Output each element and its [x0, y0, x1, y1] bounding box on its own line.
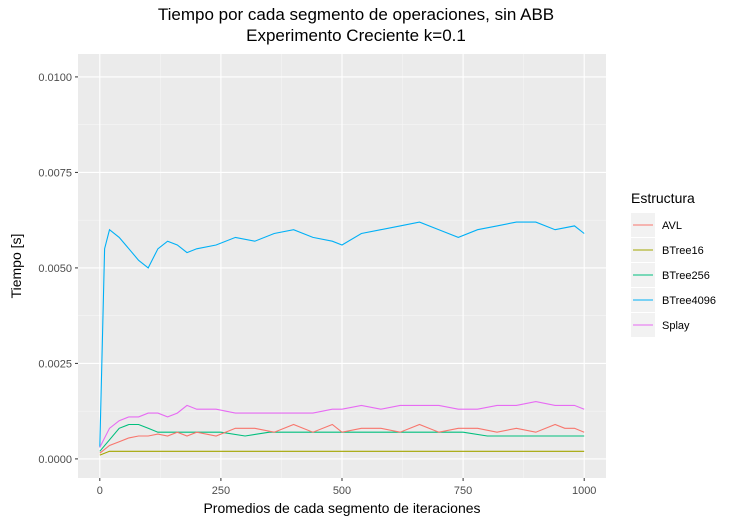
legend-items: AVL BTree16 BTree256 BTree4096 Splay: [631, 213, 716, 337]
series-line-btree4096: [99, 221, 585, 448]
x-tick-label: 750: [454, 485, 472, 497]
y-axis: 0.0000 0.0025 0.0050 0.0075 0.0100: [38, 72, 78, 466]
series-line-avl: [99, 423, 585, 454]
y-axis-title: Tiempo [s]: [8, 234, 24, 299]
x-axis-title: Promedios de cada segmento de iteracione…: [203, 500, 480, 516]
x-tick-label: 0: [97, 485, 103, 497]
y-tick-label: 0.0050: [38, 263, 72, 275]
legend: Estructura AVL BTree16 BTree256 BTree4096 Sp…: [631, 190, 716, 337]
legend-label-splay: Splay: [662, 320, 690, 332]
chart-subtitle: Experimento Creciente k=0.1: [246, 26, 466, 45]
x-tick-label: 1000: [572, 485, 596, 497]
x-tick-label: 500: [333, 485, 351, 497]
series-line-btree16: [99, 450, 585, 456]
y-tick-label: 0.0075: [38, 167, 72, 179]
y-tick-label: 0.0025: [38, 358, 72, 370]
legend-label-btree16: BTree16: [662, 245, 704, 257]
grid-major: [78, 54, 606, 478]
y-tick-label: 0.0100: [38, 72, 72, 84]
series-line-splay: [99, 401, 585, 448]
series-line-btree256: [99, 423, 585, 452]
series-layer: [99, 221, 585, 456]
x-tick-label: 250: [212, 485, 230, 497]
legend-label-avl: AVL: [662, 220, 682, 232]
legend-label-btree4096: BTree4096: [662, 295, 716, 307]
legend-label-btree256: BTree256: [662, 270, 710, 282]
x-axis: 0 250 500 750 1000: [97, 478, 596, 497]
y-tick-label: 0.0000: [38, 454, 72, 466]
chart-title: Tiempo por cada segmento de operaciones,…: [158, 5, 554, 24]
legend-title: Estructura: [631, 190, 695, 206]
